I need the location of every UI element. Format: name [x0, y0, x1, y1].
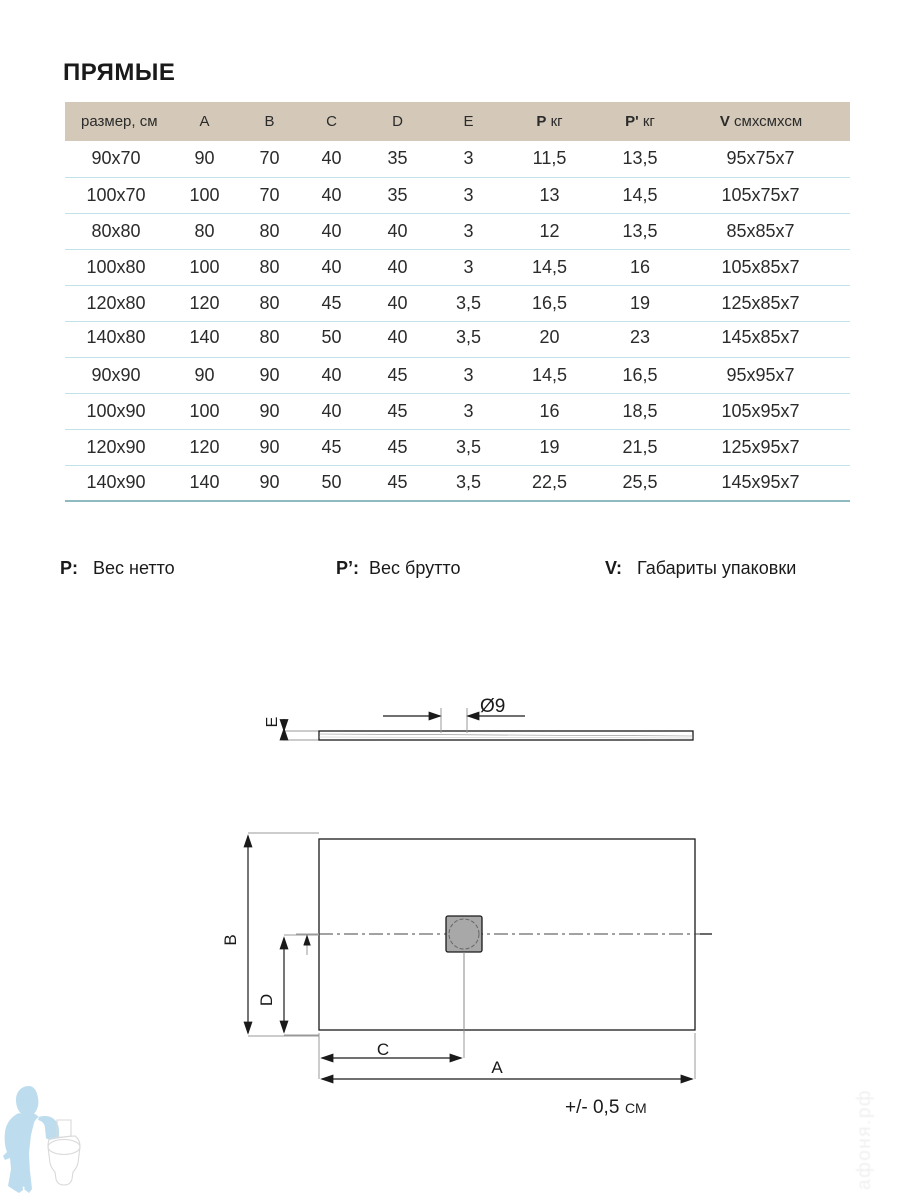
svg-text:A: A: [491, 1058, 503, 1077]
svg-text:Ø9: Ø9: [480, 696, 505, 717]
svg-text:СМ: СМ: [625, 1100, 647, 1116]
svg-text:D: D: [257, 994, 276, 1006]
svg-text:E: E: [264, 717, 281, 728]
svg-text:B: B: [221, 934, 240, 945]
svg-text:+/- 0,5: +/- 0,5: [565, 1097, 619, 1118]
svg-text:C: C: [377, 1040, 389, 1059]
